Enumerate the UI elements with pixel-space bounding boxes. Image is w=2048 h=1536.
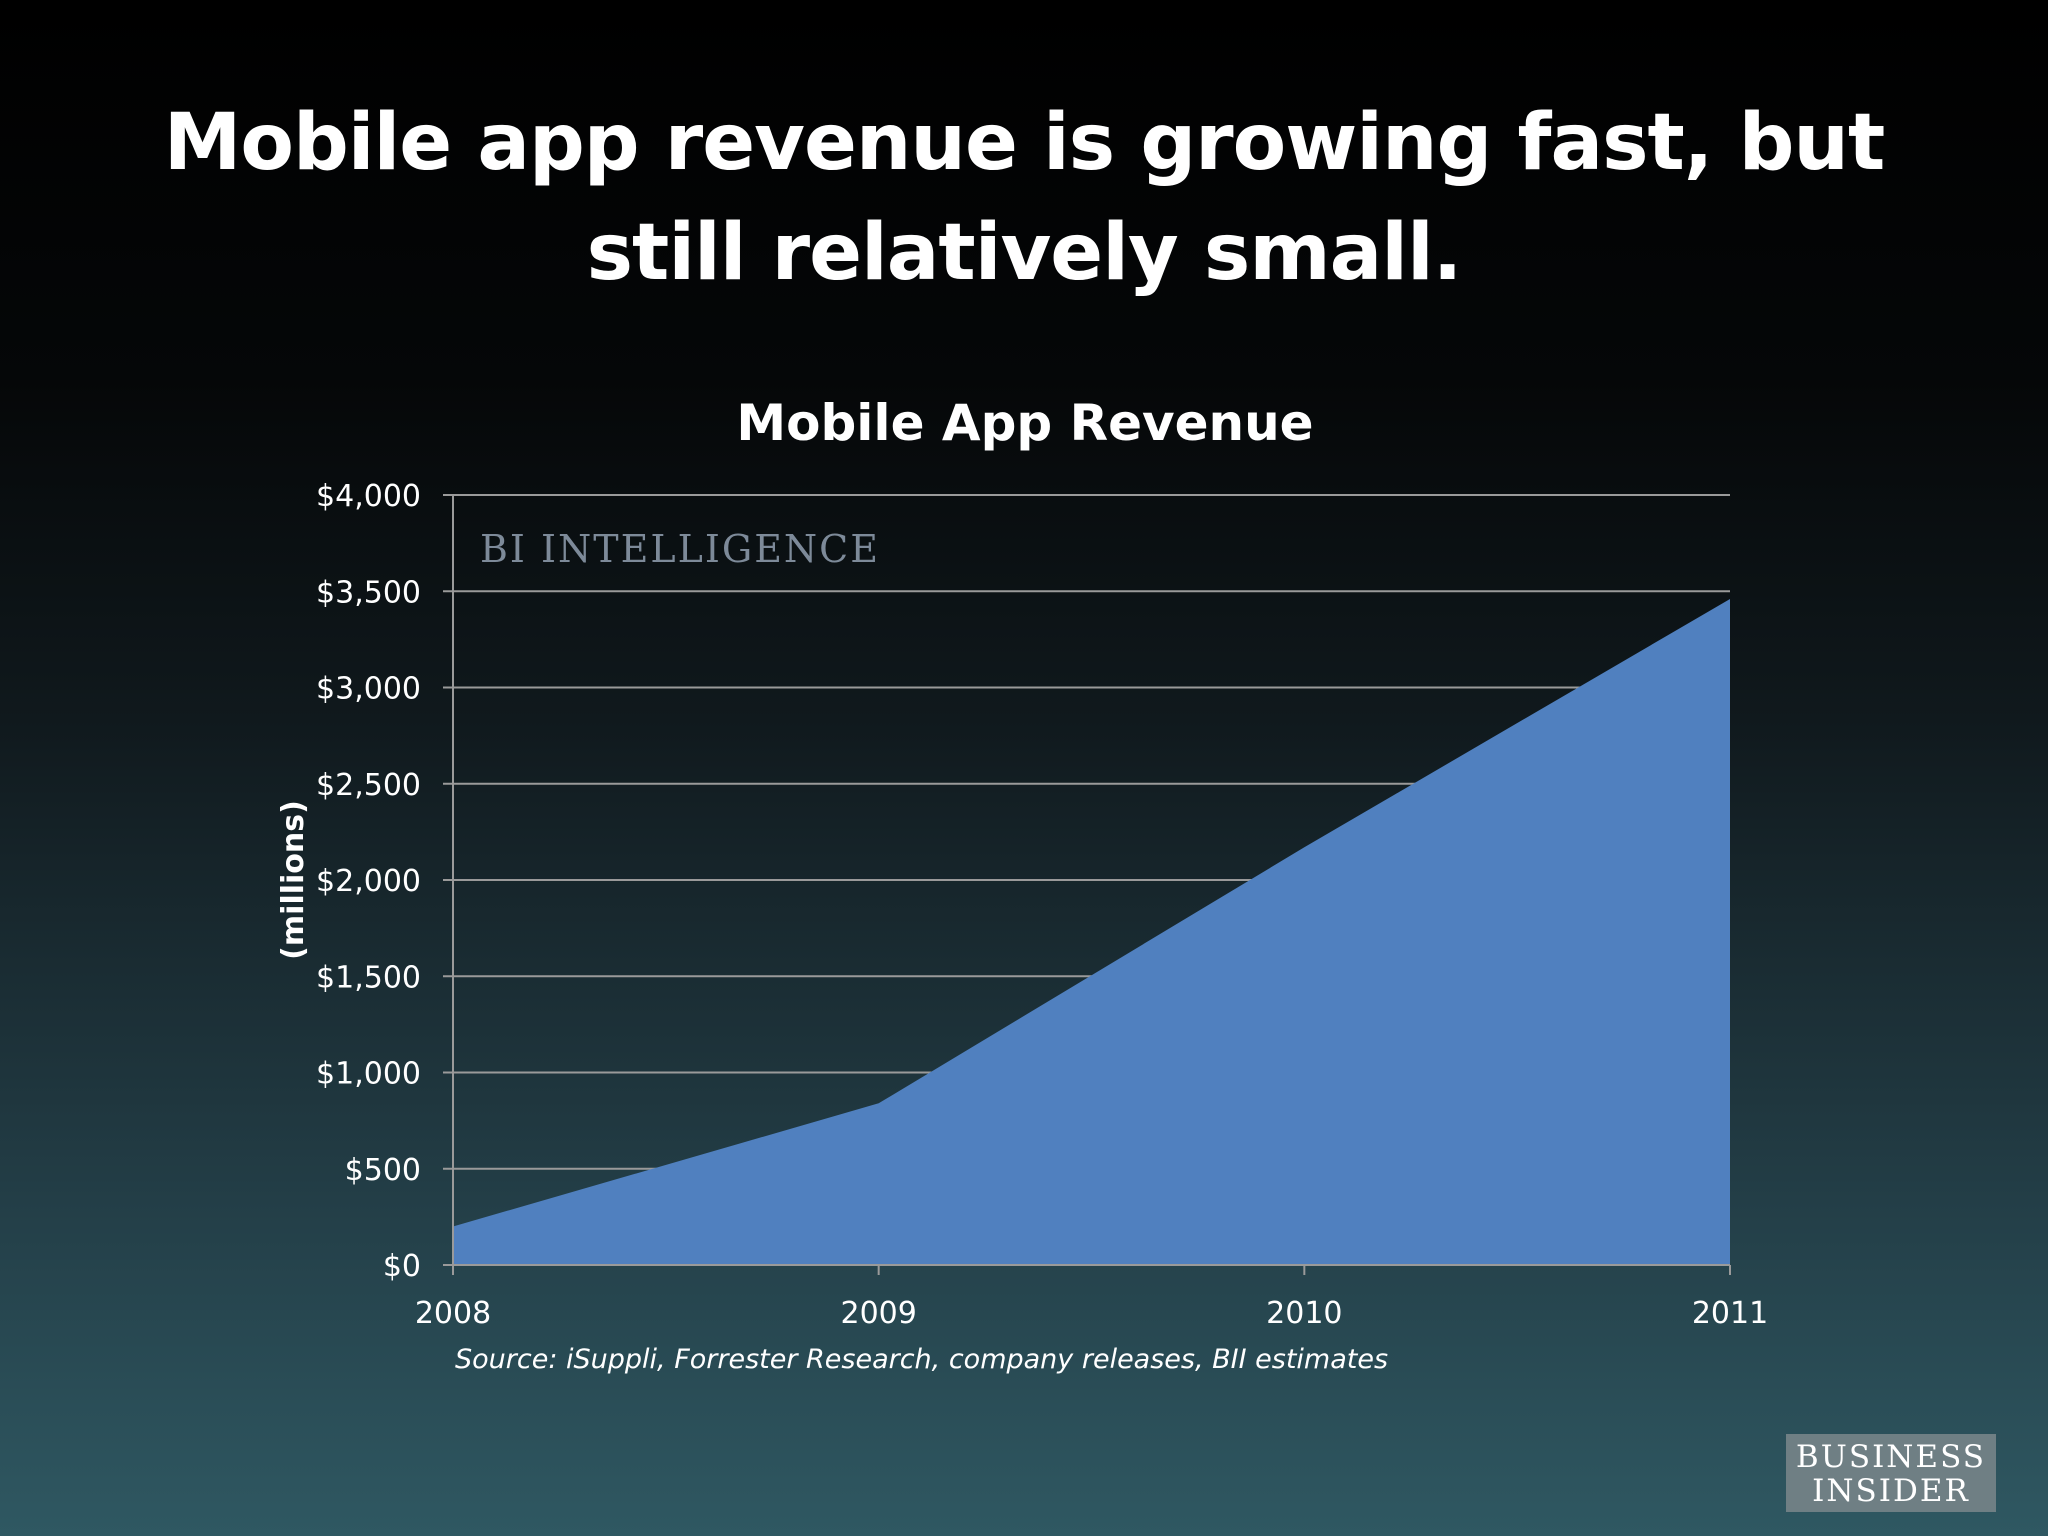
y-tick-label: $500 [345,1153,421,1188]
y-tick-labels: $0 $500 $1,000 $1,500 $2,000 $2,500 $3,000 $3,5… [316,479,421,1284]
series-area [453,598,1730,1265]
x-tick-label: 2011 [1692,1296,1768,1331]
revenue-area [453,598,1730,1265]
y-tick-label: $1,500 [316,960,421,995]
chart-title: Mobile App Revenue [736,394,1313,452]
y-axis-label: (millions) [276,800,311,960]
y-tick-label: $3,500 [316,575,421,610]
x-tick-label: 2010 [1266,1296,1342,1331]
y-tick-label: $2,500 [316,768,421,803]
brand-line-1: BUSINESS [1795,1439,1986,1475]
y-tick-label: $4,000 [316,479,421,514]
x-tick-label: 2009 [840,1296,916,1331]
slide-title-line-2: still relatively small. [586,208,1463,298]
slide-title-line-1: Mobile app revenue is growing fast, but [163,98,1886,188]
brand-line-2: INSIDER [1812,1473,1970,1509]
source-note: Source: iSuppli, Forrester Research, com… [455,1344,1388,1375]
y-tick-label: $2,000 [316,864,421,899]
y-tick-label: $1,000 [316,1057,421,1092]
slide-title: Mobile app revenue is growing fast, but … [100,88,1948,308]
x-tick-labels: 2008 2009 2010 2011 [415,1296,1768,1331]
y-tick-label: $0 [383,1249,421,1284]
watermark: BI INTELLIGENCE [480,527,880,571]
x-tick-label: 2008 [415,1296,491,1331]
business-insider-logo: BUSINESS INSIDER [1785,1434,1996,1512]
axes [443,494,1731,1275]
y-tick-label: $3,000 [316,672,421,707]
